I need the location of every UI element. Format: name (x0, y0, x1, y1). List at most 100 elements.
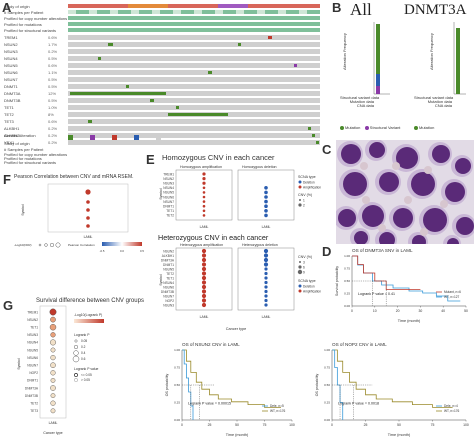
het-amp-dot (201, 253, 207, 258)
g-dot (50, 347, 56, 353)
km-logrank: Logrank P value = 0.0018 (338, 402, 379, 406)
f-dot (86, 224, 90, 228)
g-dot (50, 370, 56, 376)
homo-gene-label: NSUN4 (163, 186, 174, 190)
legend-cnv-value: 1 (303, 198, 305, 202)
g-dot (50, 385, 56, 391)
homo-del-dot (264, 195, 268, 199)
panel-km-nop2: OS of NOP2 CNV in LAML OS probability Time… (310, 338, 474, 442)
het-gene-label: NSUN6 (163, 285, 174, 289)
gene-row-bar (68, 84, 320, 89)
g-gene-label: NSUN6 (27, 356, 38, 360)
het-del-dot (263, 253, 269, 258)
panel-b-alteration-frequency: All DNMT3A Alteration Frequency Alterati… (340, 0, 474, 166)
hetero-title: Heterozygous CNV in each cancer (158, 233, 269, 242)
g-legend-p-title: Logrank P (74, 333, 90, 337)
bar-all-deep-deletion (376, 74, 380, 86)
alteration-mark (168, 113, 228, 116)
g-gene-label: TET3 (30, 409, 38, 413)
legend-label: Profiled for mutations (4, 156, 42, 161)
legend-swatch (68, 135, 73, 140)
panel-b-bars (373, 22, 466, 95)
gene-row-bar (68, 98, 320, 103)
km-y-tick-label: 1.00 (344, 254, 350, 258)
cat-label: Structural variant data (340, 95, 380, 100)
km-curve-wt (182, 349, 281, 408)
het-amp-dot (201, 293, 207, 299)
alteration-mark (150, 99, 154, 102)
track-segment (68, 10, 76, 14)
g-dot (50, 378, 56, 383)
legend-sv: Structural Variant (369, 125, 401, 130)
g-legend-size-dot (72, 355, 80, 363)
legend-amplification: Amplification (303, 289, 321, 293)
het-amp-dot (201, 266, 207, 272)
het-del-dot (263, 262, 269, 267)
legend-deletion: Deletion (303, 180, 315, 184)
homo-gene-label: NSUN6 (163, 195, 174, 199)
cat-label: Mutation data (427, 99, 452, 104)
homo-amp-dot (202, 214, 206, 217)
g-gene-label: TET1 (30, 326, 38, 330)
panel-b-ylabel-right: Alteration Frequency (429, 33, 434, 70)
red-blood-cell (404, 196, 412, 204)
cell-nucleus (456, 217, 474, 235)
cell-nucleus (412, 235, 426, 244)
homo-gene-label: TET1 (166, 209, 174, 213)
homo-del-dot (264, 190, 268, 195)
gene-row-bar (68, 42, 320, 47)
legend-label: Genetic Alteration (4, 133, 36, 138)
km-y-tick-label: 0.00 (324, 418, 330, 422)
het-del-dot (264, 294, 268, 298)
red-blood-cell (420, 228, 428, 236)
legend-swatches (68, 135, 318, 141)
het-gene-label: ALKBH1 (162, 254, 174, 258)
f-legend-size-dot (55, 242, 61, 248)
g-legend-p-value: 0.6 (81, 357, 86, 361)
legend-swatch (90, 135, 95, 140)
panel-g-survival-difference: Survival difference between CNV groups T… (14, 296, 148, 442)
panel-letter-e: E (146, 152, 155, 167)
legend-mutation-r: Mutation (419, 125, 435, 130)
km-ylabel: Survival probability (335, 266, 339, 296)
cell-nucleus (379, 232, 395, 244)
gene-pct: 0.5% (48, 77, 58, 82)
alteration-mark (294, 64, 297, 67)
km-y-tick-label: 1.00 (324, 348, 330, 352)
cell-nucleus (369, 142, 385, 158)
track-segment (215, 10, 223, 14)
track-segment (173, 10, 181, 14)
g-legend-pval-dot (74, 378, 78, 382)
gene-label: NSUN3 (4, 49, 18, 54)
gene-row-bar (68, 35, 320, 40)
gene-pct: 0.2% (48, 49, 58, 54)
cell-nucleus (445, 182, 465, 202)
km-legend-label: WT, n=176 (270, 409, 286, 413)
homo-legend-cnv-title: CNV (%) (298, 193, 312, 197)
het-del-subtitle: Heterozygous deletion (242, 243, 278, 247)
f-dot (86, 216, 90, 220)
cell-nucleus (338, 209, 356, 227)
track-label: Study of origin (4, 4, 30, 9)
gene-label: DNMT3A (4, 91, 21, 96)
het-gene-label: TET1 (166, 276, 174, 280)
panel-b-ylabel-left: Alteration Frequency (342, 33, 347, 70)
panel-letter-c: C (322, 142, 332, 157)
km-y-tick-label: 0.75 (344, 267, 350, 271)
het-legend-cnv-title: CNV (%) (298, 255, 312, 259)
gene-pct: 0.6% (48, 63, 58, 68)
gene-label: ALKBH2 (4, 133, 20, 138)
km-legend-label: WT, n=127 (444, 295, 460, 299)
bar-dnmt3a-mutation (456, 28, 460, 94)
het-amp-dot (201, 298, 207, 303)
g-xlabel: Cancer type (43, 431, 62, 435)
cell-nucleus (396, 147, 418, 169)
homo-amp-dot (202, 209, 206, 213)
g-dot (50, 400, 56, 406)
g-dot (50, 332, 56, 338)
g-colorbar (74, 319, 104, 323)
g-legend-logp: -Log10(Logrank P) (74, 313, 102, 317)
homo-amp-subtitle: Homozygous amplification (180, 165, 222, 169)
het-del-dot (264, 280, 268, 285)
g-legend-pval-value: <= 0.05 (81, 373, 92, 377)
